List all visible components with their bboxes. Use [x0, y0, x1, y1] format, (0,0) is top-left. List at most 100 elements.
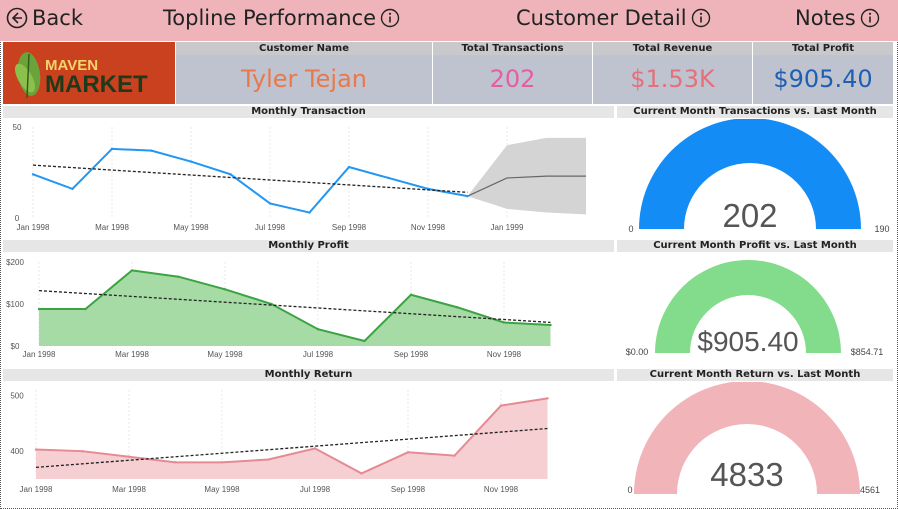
total-transactions-header: Total Transactions: [433, 42, 592, 55]
total-revenue-value: $1.53K: [593, 55, 752, 104]
info-icon: [380, 8, 400, 28]
logo-word-market: MARKET: [45, 71, 148, 98]
data-point: [229, 173, 232, 176]
data-point: [549, 323, 552, 327]
data-point: [81, 449, 84, 453]
series-area: [39, 270, 551, 346]
x-tick-label: Mar 1998: [112, 485, 146, 494]
profit-gauge-title: Current Month Profit vs. Last Month: [617, 240, 893, 252]
return-gauge-title: Current Month Return vs. Last Month: [617, 369, 893, 381]
gauge-max-label: 190: [874, 224, 889, 234]
customer-name-header: Customer Name: [176, 42, 432, 55]
series-line: [39, 269, 551, 343]
customer-detail-label: Customer Detail: [516, 6, 687, 30]
top-navigation-bar: Back Topline Performance Customer Detail…: [0, 0, 898, 41]
gauge-max-label: $854.71: [851, 347, 884, 357]
monthly-transaction-title: Monthly Transaction: [3, 106, 614, 118]
monthly-profit-chart[interactable]: $0 $100 $200 Jan 1998 Mar 1998 May 1998 Jul 19…: [3, 253, 614, 367]
data-point: [37, 307, 41, 311]
x-tick-label: Jul 1998: [300, 485, 331, 494]
data-point: [466, 194, 469, 198]
gauge-arc: [639, 119, 861, 229]
data-point: [499, 404, 503, 407]
trend-line: [38, 289, 551, 324]
data-point: [316, 328, 320, 331]
data-point: [267, 458, 270, 461]
gauge-value: 4833: [710, 456, 783, 493]
gauge-min-label: 0: [628, 224, 633, 234]
data-point: [456, 306, 459, 309]
x-tick-label: Nov 1998: [484, 485, 519, 494]
x-tick-label: Sep 1998: [391, 485, 426, 494]
back-arrow-icon: [6, 7, 28, 29]
data-point: [546, 397, 549, 400]
x-tick-label: Jan 1998: [17, 223, 50, 232]
gauge-min-label: $0.00: [626, 347, 649, 357]
gauge-value: 202: [722, 197, 777, 234]
monthly-return-title: Monthly Return: [3, 369, 614, 381]
maven-market-logo: MAVEN MARKET: [3, 42, 175, 104]
data-point: [31, 173, 35, 176]
data-point: [406, 451, 410, 454]
y-tick-label: 400: [10, 447, 24, 456]
monthly-transaction-chart[interactable]: 0 50 Jan 1998 Mar 1998 May 1998 Jul 1998 Sep 1…: [3, 119, 614, 239]
x-tick-label: May 1998: [204, 485, 240, 494]
series-area: [36, 398, 548, 479]
data-point: [84, 307, 87, 311]
trend-line: [32, 164, 468, 193]
forecast-band: [467, 137, 586, 215]
transactions-gauge-title: Current Month Transactions vs. Last Mont…: [617, 106, 893, 118]
y-tick-label: $200: [6, 258, 24, 267]
data-point: [127, 455, 131, 458]
y-tick-label: $0: [11, 342, 20, 351]
customer-name-value: Tyler Tejan: [176, 55, 432, 104]
data-point: [110, 147, 114, 151]
data-point: [130, 269, 134, 272]
data-point: [150, 149, 153, 152]
notes-button[interactable]: Notes: [795, 6, 880, 30]
back-button[interactable]: Back: [6, 6, 83, 30]
gauge-arc: [655, 260, 841, 353]
gauge-value: $905.40: [697, 326, 798, 357]
transactions-gauge[interactable]: 202 0 190: [617, 119, 893, 238]
topline-performance-label: Topline Performance: [163, 6, 377, 30]
data-point: [268, 202, 272, 205]
y-tick-label: 500: [10, 392, 24, 401]
gauge-max-label: 4561: [860, 485, 880, 495]
x-tick-label: May 1998: [207, 350, 243, 359]
customer-detail-button[interactable]: Customer Detail: [516, 6, 711, 30]
forecast-line: [467, 175, 586, 197]
x-tick-label: Jul 1998: [303, 350, 334, 359]
total-profit-value: $905.40: [753, 55, 893, 104]
data-point: [360, 472, 363, 475]
y-tick-label: 0: [15, 214, 20, 223]
data-point: [387, 176, 390, 180]
x-tick-label: Jul 1998: [255, 223, 286, 232]
topline-performance-button[interactable]: Topline Performance: [163, 6, 400, 30]
monthly-return-chart[interactable]: 400 500 Jan 1998 Mar 1998 May 1998 Jul 1998 Se…: [3, 382, 614, 496]
data-point: [177, 275, 180, 278]
x-tick-label: Sep 1998: [394, 350, 429, 359]
x-tick-label: Mar 1998: [115, 350, 149, 359]
info-icon: [860, 8, 879, 28]
data-point: [453, 454, 456, 457]
series-line: [35, 397, 548, 475]
series-line: [32, 147, 468, 214]
data-point: [174, 461, 177, 464]
return-gauge[interactable]: 4833 0 4561: [617, 382, 893, 496]
y-tick-label: $100: [6, 300, 24, 309]
data-point: [71, 187, 74, 191]
data-point: [347, 165, 351, 169]
data-point: [189, 160, 193, 163]
x-tick-label: Jan 1998: [20, 485, 53, 494]
x-tick-label: Nov 1998: [411, 223, 446, 232]
data-point: [313, 447, 317, 450]
data-point: [34, 448, 38, 451]
profit-gauge[interactable]: $905.40 $0.00 $854.71: [617, 253, 893, 367]
gauge-min-label: 0: [627, 485, 632, 495]
x-tick-label: Jan 1998: [23, 350, 56, 359]
gauge-arc: [634, 382, 860, 494]
data-point: [223, 288, 227, 291]
data-point: [409, 293, 413, 296]
info-icon: [691, 8, 710, 28]
